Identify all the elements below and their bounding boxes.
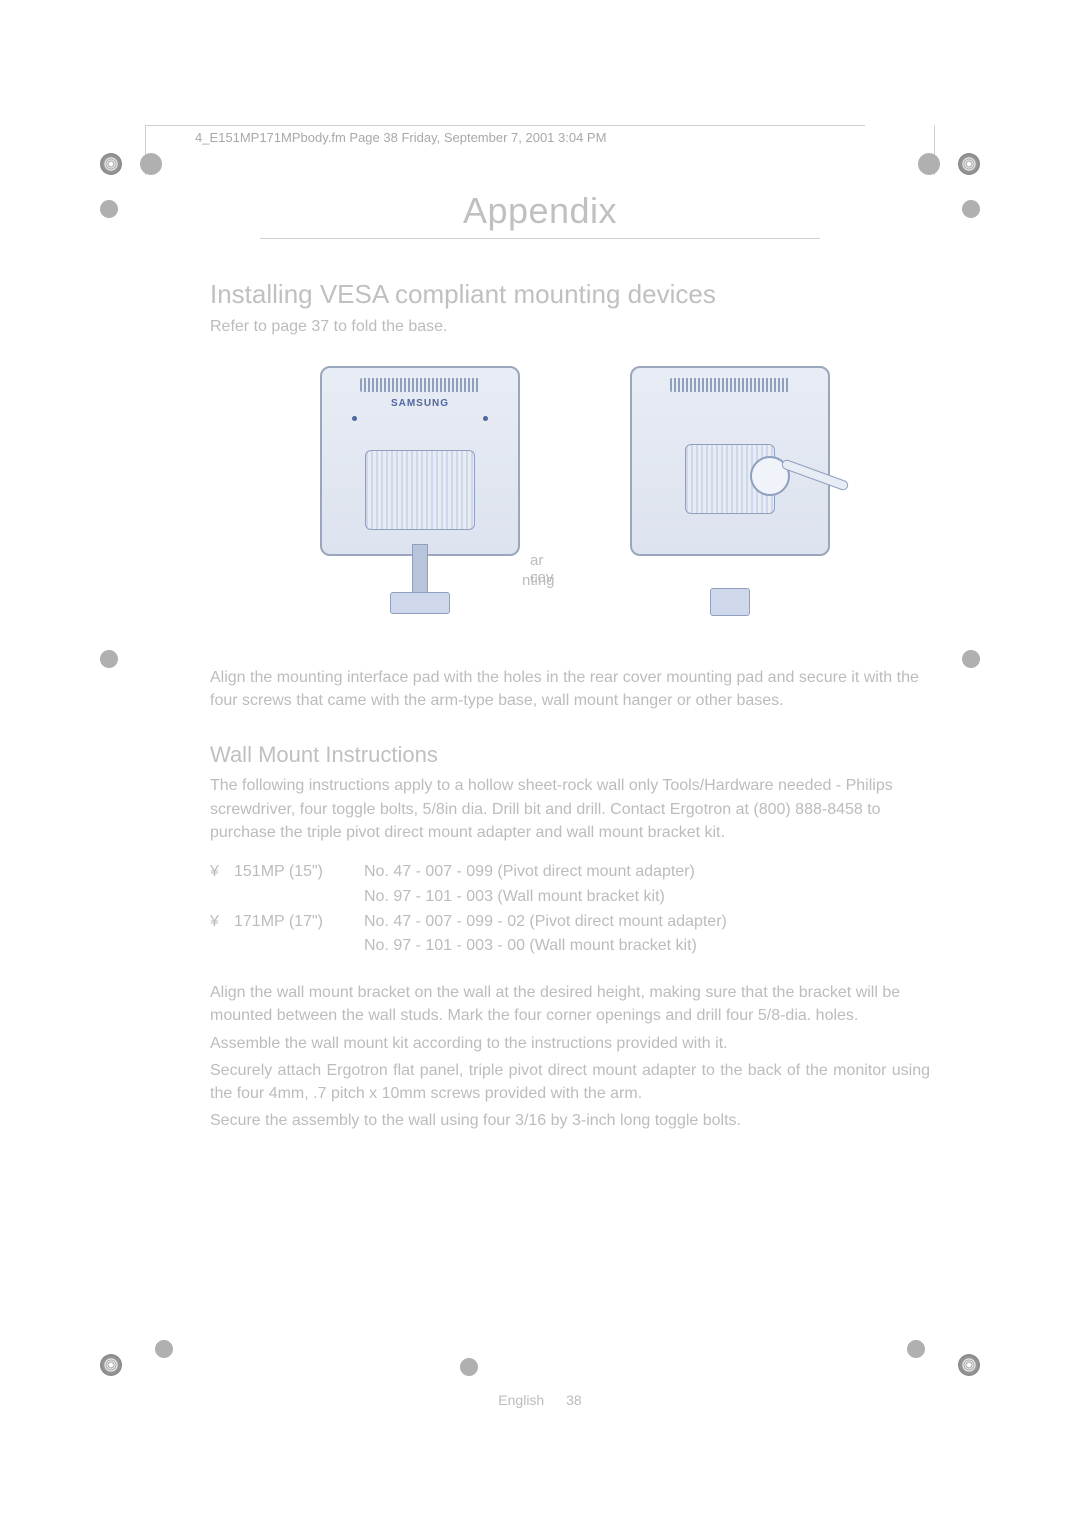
parts-row: No. 97 - 101 - 003 - 00 (Wall mount brac… xyxy=(210,934,930,959)
wallmount-intro-paragraph: The following instructions apply to a ho… xyxy=(210,774,930,844)
monitor-back-panel: SAMSUNG xyxy=(320,366,520,556)
page-title: Appendix xyxy=(100,190,980,232)
bullet-yen: ¥ xyxy=(210,860,234,885)
screw-dot-icon xyxy=(483,416,488,421)
model-spacer xyxy=(234,885,364,910)
vent-strip xyxy=(670,378,790,392)
vesa-align-paragraph: Align the mounting interface pad with th… xyxy=(210,666,930,712)
caption-fragment: nting xyxy=(522,572,555,589)
screw-dot-icon xyxy=(352,416,357,421)
part-number: No. 97 - 101 - 003 - 00 (Wall mount brac… xyxy=(364,934,697,959)
bullet-spacer xyxy=(210,934,234,959)
part-number: No. 47 - 007 - 099 - 02 (Pivot direct mo… xyxy=(364,910,727,935)
vent-strip xyxy=(360,378,480,392)
section-heading-vesa: Installing VESA compliant mounting devic… xyxy=(210,279,930,310)
figure-monitor-rear: SAMSUNG ar cov nting xyxy=(300,366,540,626)
wallmount-step-paragraph: Assemble the wall mount kit according to… xyxy=(210,1032,930,1055)
framemaker-header: 4_E151MP171MPbody.fm Page 38 Friday, Sep… xyxy=(195,130,980,145)
bullet-spacer xyxy=(210,885,234,910)
wallmount-step-paragraph: Secure the assembly to the wall using fo… xyxy=(210,1109,930,1132)
bullet-yen: ¥ xyxy=(210,910,234,935)
part-number: No. 47 - 007 - 099 (Pivot direct mount a… xyxy=(364,860,695,885)
parts-row: No. 97 - 101 - 003 (Wall mount bracket k… xyxy=(210,885,930,910)
figure-row: SAMSUNG ar cov nting xyxy=(210,366,930,626)
stand-base xyxy=(710,588,750,616)
part-number: No. 97 - 101 - 003 (Wall mount bracket k… xyxy=(364,885,665,910)
wallmount-step-paragraph: Align the wall mount bracket on the wall… xyxy=(210,981,930,1027)
footer-page-number: 38 xyxy=(566,1392,582,1408)
footer-language: English xyxy=(498,1392,544,1408)
page: 4_E151MP171MPbody.fm Page 38 Friday, Sep… xyxy=(0,0,1080,1528)
parts-row: ¥ 151MP (15") No. 47 - 007 - 099 (Pivot … xyxy=(210,860,930,885)
stand-base xyxy=(390,592,450,614)
brand-label: SAMSUNG xyxy=(391,398,449,409)
section-sub-line: Refer to page 37 to fold the base. xyxy=(210,318,930,336)
stand-neck xyxy=(412,544,428,594)
parts-row: ¥ 171MP (17") No. 47 - 007 - 099 - 02 (P… xyxy=(210,910,930,935)
model-spacer xyxy=(234,934,364,959)
page-footer: English 38 xyxy=(0,1392,1080,1408)
figure-monitor-arm xyxy=(600,366,840,626)
content-area: Installing VESA compliant mounting devic… xyxy=(210,279,930,1132)
section-heading-wallmount: Wall Mount Instructions xyxy=(210,742,930,768)
wallmount-step-paragraph: Securely attach Ergotron flat panel, tri… xyxy=(210,1059,930,1105)
model-label: 151MP (15") xyxy=(234,860,364,885)
vesa-plate xyxy=(365,450,475,530)
parts-list: ¥ 151MP (15") No. 47 - 007 - 099 (Pivot … xyxy=(210,860,930,959)
title-underline xyxy=(260,238,820,239)
monitor-back-panel xyxy=(630,366,830,556)
model-label: 171MP (17") xyxy=(234,910,364,935)
